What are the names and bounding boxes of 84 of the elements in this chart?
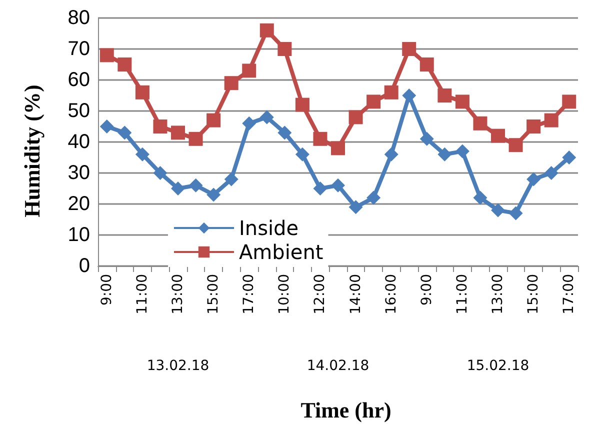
point — [188, 132, 203, 146]
x-axis-title: Time (hr) — [300, 398, 392, 422]
y-axis-title: Humidity (%) — [20, 84, 44, 218]
x-tick-label: 9:00 — [98, 274, 115, 306]
x-tick-label: 9:00 — [418, 274, 435, 306]
point — [420, 58, 434, 72]
text: 13.02.18 — [146, 358, 210, 374]
point — [384, 85, 398, 100]
point — [100, 48, 114, 62]
y-tick-label: 70 — [68, 38, 90, 60]
point — [384, 147, 398, 162]
point — [188, 178, 203, 192]
point — [348, 200, 363, 214]
point — [278, 126, 292, 140]
point — [118, 58, 132, 72]
point — [544, 113, 558, 128]
legend-label: Inside — [239, 216, 299, 240]
x-tick-label: 11:00 — [454, 274, 470, 314]
y-tick-label: 30 — [68, 162, 90, 184]
point — [224, 76, 238, 90]
point — [491, 128, 505, 143]
y-tick-label: 80 — [68, 7, 90, 29]
point — [438, 147, 452, 162]
x-tick-label: 13:00 — [170, 274, 186, 314]
point — [118, 126, 132, 140]
y-tick-label: 40 — [68, 131, 90, 153]
point — [135, 147, 150, 162]
point — [242, 116, 256, 130]
point — [438, 88, 452, 102]
point — [100, 120, 114, 134]
x-tick-label: 17:00 — [561, 274, 578, 314]
point — [420, 132, 434, 146]
point — [526, 120, 541, 134]
x-tick-label: 15:00 — [526, 274, 542, 314]
point — [473, 190, 488, 205]
point — [366, 94, 381, 109]
point — [544, 166, 558, 180]
x-tick-label: 17:00 — [241, 274, 258, 314]
point — [153, 120, 168, 134]
x-tick-label: 10:00 — [276, 274, 293, 314]
point — [526, 172, 541, 186]
y-tick-label: 60 — [68, 69, 90, 91]
point — [242, 64, 256, 78]
point — [260, 110, 274, 124]
x-tick-label: 12:00 — [312, 274, 328, 314]
text: 14.02.18 — [306, 358, 370, 374]
point — [171, 182, 185, 196]
x-tick-label: 14:00 — [348, 274, 364, 314]
point — [278, 42, 292, 56]
x-tick-label: 11:00 — [134, 274, 150, 314]
x-tick-label: 13:00 — [490, 274, 506, 314]
text: 15.02.18 — [466, 358, 530, 374]
point — [402, 88, 416, 102]
point — [331, 141, 345, 156]
point — [224, 172, 238, 186]
x-tick-label: 15:00 — [206, 274, 222, 314]
x-tick-label: 16:00 — [383, 274, 400, 314]
y-tick-label: 20 — [68, 193, 90, 215]
point — [562, 94, 576, 109]
point — [313, 182, 328, 196]
point — [135, 85, 150, 100]
point — [366, 190, 381, 205]
point — [313, 132, 328, 146]
point — [491, 203, 505, 218]
point — [331, 178, 345, 192]
point — [171, 126, 185, 140]
point — [260, 23, 274, 38]
y-tick-label: 10 — [68, 224, 90, 246]
point — [455, 94, 470, 109]
point — [473, 116, 488, 130]
point — [455, 144, 470, 158]
point — [402, 42, 416, 56]
legend-label: Ambient — [239, 240, 324, 264]
y-tick-label: 0 — [78, 255, 90, 277]
point — [562, 150, 576, 164]
point — [295, 147, 310, 162]
y-tick-label: 50 — [68, 100, 90, 122]
point — [206, 188, 221, 202]
point — [508, 138, 523, 152]
point — [508, 206, 523, 220]
point — [295, 98, 310, 112]
point — [206, 113, 221, 128]
point — [348, 110, 363, 124]
point — [153, 166, 168, 180]
